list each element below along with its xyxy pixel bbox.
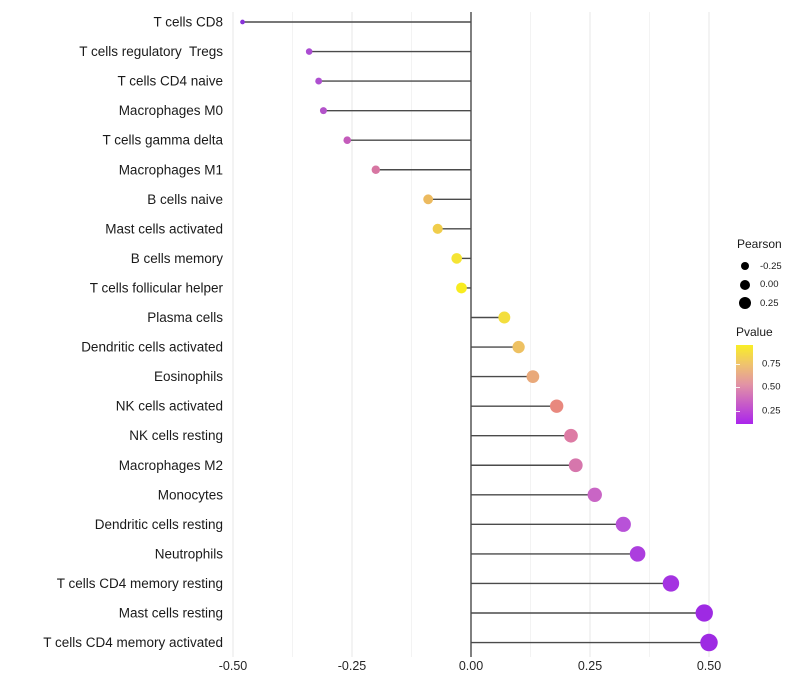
lollipop-point	[568, 458, 583, 473]
pvalue-gradient-label: 0.75	[762, 358, 781, 370]
legend-pearson-entries: -0.25 0.00 0.25	[737, 257, 782, 313]
lollipop-point	[550, 399, 564, 413]
y-axis-label: T cells CD4 memory resting	[57, 576, 223, 591]
lollipop-point	[662, 575, 680, 592]
lollipop-point	[305, 48, 313, 55]
lollipop-point	[432, 223, 443, 234]
legend-size-entry: -0.25	[737, 257, 782, 276]
lollipop-point	[423, 194, 434, 205]
x-axis-tick-label: 0.25	[578, 659, 602, 673]
y-axis-label: Macrophages M0	[119, 103, 223, 118]
legend-size-dot	[739, 279, 751, 290]
legend-pearson: Pearson -0.25 0.00 0.25	[737, 237, 782, 313]
legend-pearson-title: Pearson	[737, 237, 782, 251]
lollipop-point	[512, 340, 525, 354]
lollipop-point	[615, 516, 631, 532]
legend-size-dot	[739, 297, 751, 310]
legend-size-label: -0.25	[760, 260, 782, 272]
lollipop-point	[456, 282, 467, 294]
lollipop-point	[451, 253, 463, 264]
y-axis-label: Plasma cells	[147, 310, 223, 325]
y-axis-label: Macrophages M2	[119, 458, 223, 473]
pvalue-gradient-tick	[736, 364, 740, 365]
lollipop-point	[587, 487, 602, 502]
y-axis-label: T cells CD8	[153, 15, 223, 30]
y-axis-label: Eosinophils	[154, 369, 223, 384]
y-axis-label: T cells regulatory Tregs	[79, 44, 223, 59]
y-axis-label: Macrophages M1	[119, 162, 223, 177]
lollipop-point	[695, 604, 713, 622]
lollipop-point	[315, 77, 323, 85]
legend-pvalue: Pvalue 0.75 0.50 0.25	[736, 325, 781, 424]
lollipop-point	[371, 165, 380, 174]
pvalue-gradient-label: 0.25	[762, 405, 781, 417]
legend-size-dot-col	[737, 279, 753, 290]
y-axis-label: T cells CD4 naive	[117, 74, 223, 89]
x-axis-tick-label: -0.25	[338, 659, 367, 673]
y-axis-label: Mast cells activated	[105, 221, 223, 236]
lollipop-point	[343, 136, 352, 145]
legend-size-label: 0.25	[760, 297, 779, 309]
x-axis-tick-label: 0.50	[697, 659, 721, 673]
pvalue-gradient-wrap: 0.75 0.50 0.25	[736, 345, 781, 424]
pvalue-gradient-tick	[736, 387, 740, 388]
y-axis-label: NK cells activated	[116, 399, 223, 414]
lollipop-point	[564, 428, 578, 443]
pvalue-gradient-label: 0.50	[762, 381, 781, 393]
legend-size-dot-col	[737, 262, 753, 271]
y-axis-label: T cells gamma delta	[102, 133, 223, 148]
lollipop-point	[629, 546, 646, 562]
lollipop-point	[319, 107, 327, 115]
y-axis-label: B cells naive	[147, 192, 223, 207]
legend-size-dot	[741, 262, 749, 271]
pvalue-gradient-tick	[736, 411, 740, 412]
y-axis-label: Monocytes	[158, 487, 224, 502]
y-axis-label: Dendritic cells resting	[95, 517, 223, 532]
legend-size-label: 0.00	[760, 279, 779, 291]
legend-size-dot-col	[737, 297, 753, 310]
lollipop-point	[526, 370, 540, 383]
lollipop-point	[240, 19, 245, 25]
y-axis-label: Dendritic cells activated	[81, 340, 223, 355]
y-axis-label: NK cells resting	[129, 428, 223, 443]
legend-pvalue-title: Pvalue	[736, 325, 773, 339]
y-axis-label: T cells follicular helper	[90, 280, 224, 295]
lollipop-point	[498, 311, 511, 324]
lollipop-point	[700, 633, 718, 652]
x-axis-tick-label: 0.00	[459, 659, 483, 673]
pvalue-gradient-bar	[736, 345, 753, 424]
legend-size-entry: 0.25	[737, 294, 782, 313]
legend-size-entry: 0.00	[737, 276, 782, 295]
y-axis-label: B cells memory	[131, 251, 224, 266]
x-axis-tick-label: -0.50	[219, 659, 248, 673]
y-axis-label: Mast cells resting	[119, 606, 223, 621]
y-axis-label: Neutrophils	[155, 546, 224, 561]
y-axis-label: T cells CD4 memory activated	[43, 635, 223, 650]
